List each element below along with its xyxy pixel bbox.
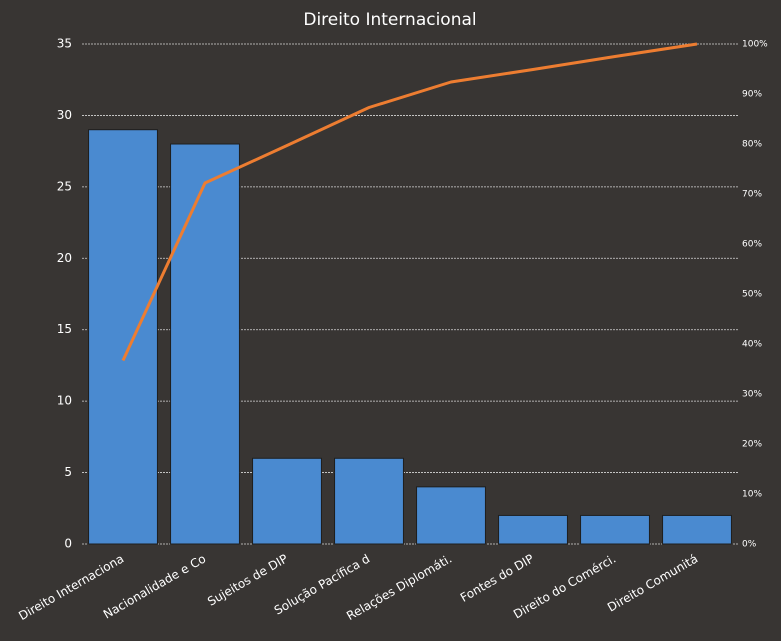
y2-tick-label: 40% (742, 340, 762, 350)
y-tick-label: 15 (57, 322, 72, 336)
x-tick-label: Direito Comunitá (605, 552, 700, 615)
bar (334, 457, 404, 545)
x-tick-label: Sujeitos de DIP (205, 552, 290, 609)
y-tick-label: 25 (57, 179, 72, 193)
bar (662, 514, 732, 545)
x-tick-label: Fontes do DIP (458, 552, 536, 605)
y2-tick-label: 10% (742, 490, 762, 500)
y-tick-label: 35 (57, 37, 72, 51)
y-tick-label: 20 (57, 251, 72, 265)
y2-tick-label: 20% (742, 440, 762, 450)
bar (88, 129, 158, 545)
y2-tick-label: 90% (742, 90, 762, 100)
y2-tick-label: 50% (742, 290, 762, 300)
y2-tick-label: 30% (742, 390, 762, 400)
bar (170, 143, 240, 545)
bar (252, 457, 322, 545)
y-tick-label: 30 (57, 108, 72, 122)
bar (416, 486, 486, 545)
y-tick-label: 0 (64, 537, 72, 551)
y2-tick-label: 0% (742, 540, 757, 550)
y2-tick-label: 80% (742, 140, 762, 150)
y-tick-label: 10 (57, 394, 72, 408)
chart-title: Direito Internacional (303, 10, 476, 30)
bar (498, 514, 568, 545)
y-tick-label: 5 (64, 465, 72, 479)
y2-tick-label: 100% (742, 40, 768, 50)
cumulative-line (121, 42, 698, 362)
bar (580, 514, 650, 545)
y2-tick-label: 60% (742, 240, 762, 250)
y2-tick-label: 70% (742, 190, 762, 200)
